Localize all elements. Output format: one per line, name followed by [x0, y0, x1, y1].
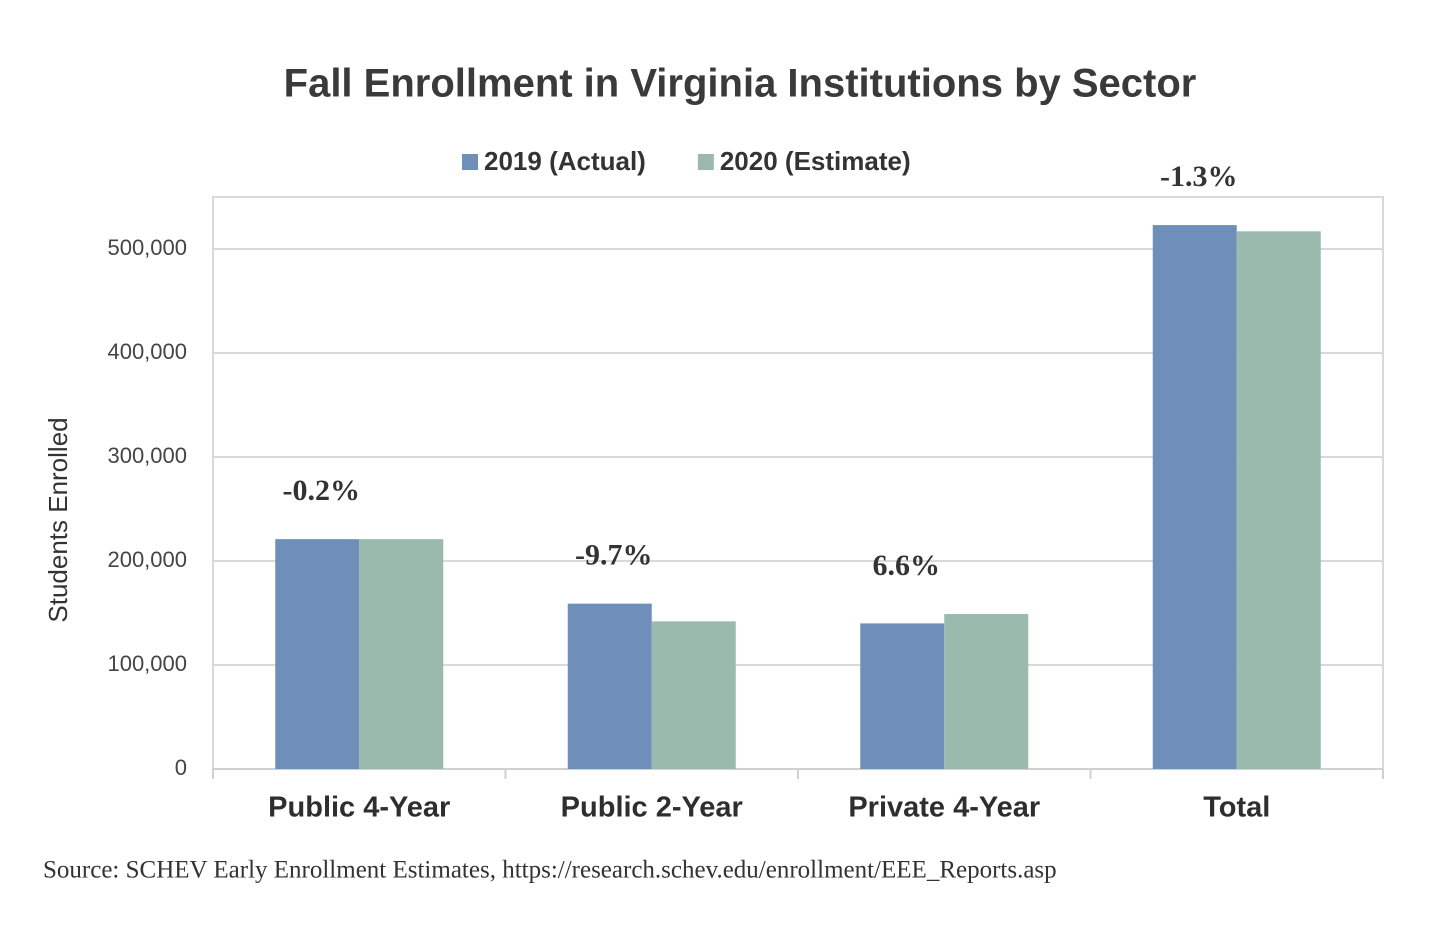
chart-title: Fall Enrollment in Virginia Institutions… [284, 62, 1197, 106]
y-tick-label: 200,000 [107, 547, 187, 572]
source-note: Source: SCHEV Early Enrollment Estimates… [43, 857, 1057, 884]
y-tick-label: 400,000 [107, 339, 187, 364]
bar [275, 539, 360, 769]
bar [944, 614, 1029, 769]
y-axis-label: Students Enrolled [43, 417, 73, 622]
x-tick-label: Public 2-Year [561, 792, 743, 824]
change-label: -1.3% [1160, 160, 1238, 193]
x-tick-label: Private 4-Year [848, 792, 1040, 824]
change-label: -0.2% [283, 474, 361, 507]
legend-label: 2020 (Estimate) [720, 146, 911, 176]
x-tick-label: Public 4-Year [268, 792, 450, 824]
y-tick-label: 500,000 [107, 235, 187, 260]
bar [1236, 231, 1321, 769]
legend-swatch [697, 154, 714, 170]
bar [1152, 225, 1237, 769]
bar [359, 539, 444, 769]
bar [567, 603, 652, 769]
change-label: 6.6% [873, 549, 941, 582]
legend-label: 2019 (Actual) [484, 146, 646, 176]
x-tick-label: Total [1203, 792, 1270, 824]
y-tick-label: 0 [175, 755, 187, 780]
legend-swatch [462, 154, 478, 170]
change-label: -9.7% [575, 539, 653, 572]
y-tick-label: 300,000 [107, 443, 187, 468]
bar [860, 623, 945, 769]
y-tick-label: 100,000 [107, 651, 187, 676]
bar [651, 621, 736, 769]
